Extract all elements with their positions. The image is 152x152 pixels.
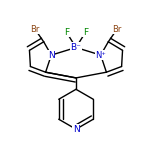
Text: N: N (48, 51, 55, 60)
Text: B⁻: B⁻ (71, 43, 81, 52)
Text: N: N (73, 125, 79, 134)
Text: F: F (64, 28, 69, 37)
Text: Br: Br (30, 25, 40, 34)
Text: Br: Br (112, 25, 122, 34)
Text: N⁺: N⁺ (95, 51, 106, 60)
Text: F: F (83, 28, 88, 37)
